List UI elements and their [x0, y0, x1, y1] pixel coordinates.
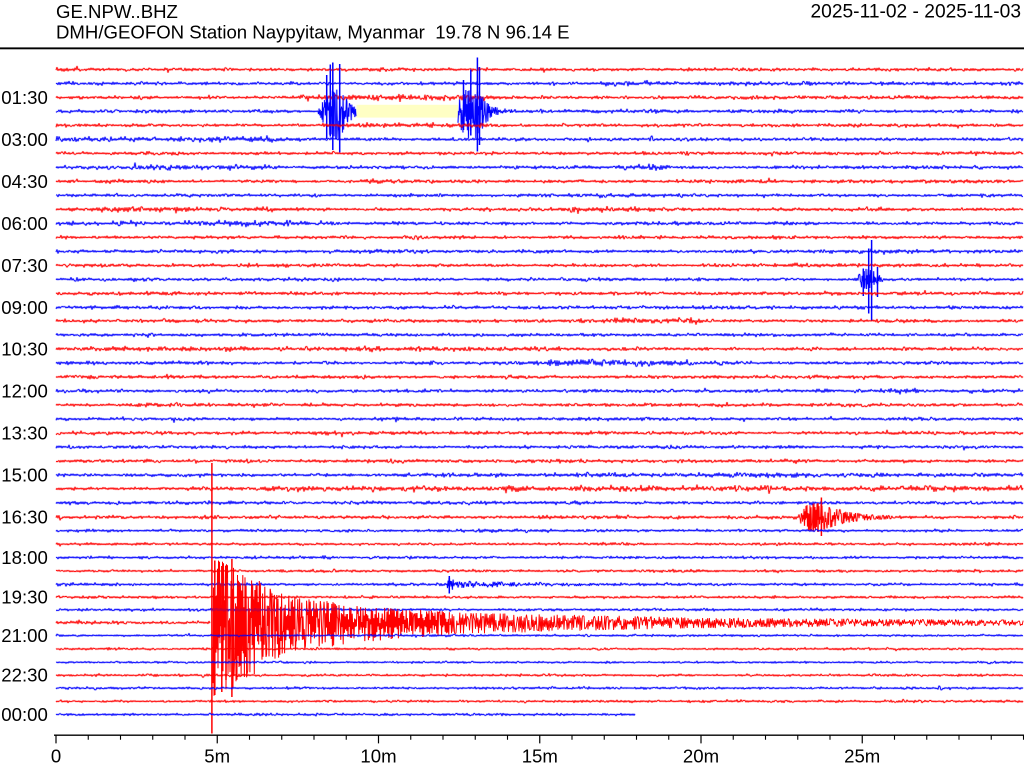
svg-text:25m: 25m [844, 746, 880, 767]
svg-text:15:00: 15:00 [1, 465, 48, 486]
svg-text:2025-11-02 - 2025-11-03: 2025-11-02 - 2025-11-03 [811, 2, 1022, 23]
svg-text:16:30: 16:30 [1, 507, 48, 528]
svg-text:13:30: 13:30 [1, 423, 48, 444]
svg-text:15m: 15m [522, 746, 558, 767]
svg-text:22:30: 22:30 [1, 665, 48, 686]
svg-text:5m: 5m [204, 746, 230, 767]
svg-text:01:30: 01:30 [1, 87, 48, 108]
svg-text:DMH/GEOFON Station Naypyitaw,: DMH/GEOFON Station Naypyitaw, Myanmar 19… [56, 22, 570, 43]
svg-text:18:00: 18:00 [1, 547, 48, 568]
svg-text:12:00: 12:00 [1, 380, 48, 401]
svg-text:10:30: 10:30 [1, 338, 48, 359]
svg-text:GE.NPW..BHZ: GE.NPW..BHZ [56, 1, 178, 22]
svg-text:20m: 20m [683, 746, 719, 767]
svg-text:19:30: 19:30 [1, 587, 48, 608]
svg-text:21:00: 21:00 [1, 625, 48, 646]
svg-text:09:00: 09:00 [1, 297, 48, 318]
svg-text:04:30: 04:30 [1, 171, 48, 192]
svg-text:0: 0 [51, 746, 61, 767]
svg-text:00:00: 00:00 [1, 704, 48, 725]
svg-text:06:00: 06:00 [1, 213, 48, 234]
svg-text:03:00: 03:00 [1, 129, 48, 150]
svg-text:10m: 10m [360, 746, 396, 767]
svg-text:07:30: 07:30 [1, 255, 48, 276]
